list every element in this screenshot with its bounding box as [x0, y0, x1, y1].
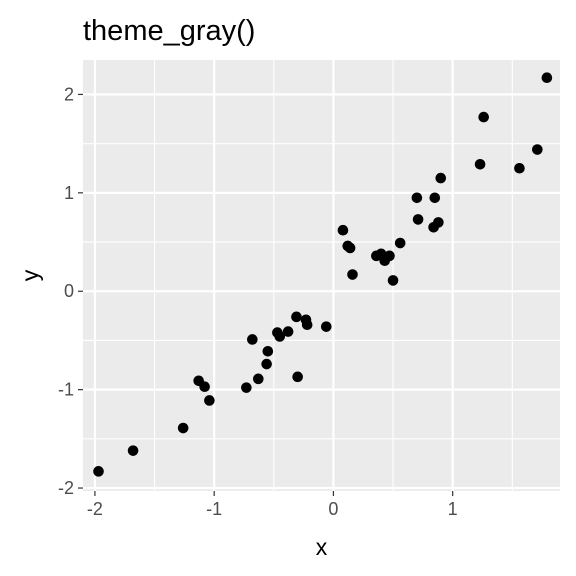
data-point: [347, 269, 358, 280]
data-point: [177, 422, 189, 434]
data-point: [127, 445, 139, 456]
data-point: [411, 192, 423, 204]
data-point: [429, 192, 441, 204]
data-point: [433, 217, 444, 228]
data-point: [274, 331, 286, 342]
x-tick-label: 0: [328, 499, 338, 519]
data-point: [435, 172, 447, 184]
data-point: [292, 371, 303, 383]
data-point: [387, 275, 399, 286]
data-point: [291, 311, 302, 323]
data-point: [262, 345, 274, 357]
data-point: [93, 466, 104, 477]
chart-title: theme_gray(): [83, 15, 255, 47]
data-point: [337, 224, 349, 236]
y-tick-label: -1: [58, 380, 74, 400]
data-point: [252, 373, 264, 385]
data-points: [93, 72, 553, 477]
x-axis-ticks: -2 -1 0 1: [87, 491, 458, 519]
major-gridlines: [83, 60, 560, 491]
data-point: [384, 250, 395, 262]
data-point: [474, 159, 486, 170]
data-point: [241, 382, 252, 393]
data-point: [514, 162, 525, 174]
y-tick-label: 1: [64, 183, 74, 203]
y-tick-label: -2: [58, 478, 74, 498]
data-point: [199, 381, 210, 392]
x-axis-title: x: [316, 534, 328, 560]
data-point: [478, 111, 489, 123]
data-point: [412, 214, 424, 225]
data-point: [344, 242, 356, 254]
data-point: [541, 72, 553, 84]
y-tick-label: 2: [64, 84, 74, 104]
x-tick-label: -1: [206, 499, 222, 519]
data-point: [320, 321, 332, 332]
x-tick-label: -2: [87, 499, 103, 519]
data-point: [301, 319, 313, 331]
x-tick-label: 1: [448, 499, 458, 519]
plot-panel: [83, 60, 560, 491]
data-point: [204, 395, 215, 406]
data-point: [247, 334, 258, 345]
data-point: [532, 144, 543, 155]
data-point: [282, 326, 294, 337]
y-axis-ticks: -2 -1 0 1 2: [58, 84, 83, 498]
y-tick-label: 0: [64, 281, 74, 301]
data-point: [261, 358, 272, 370]
y-axis-title: y: [17, 269, 43, 281]
data-point: [394, 237, 406, 249]
